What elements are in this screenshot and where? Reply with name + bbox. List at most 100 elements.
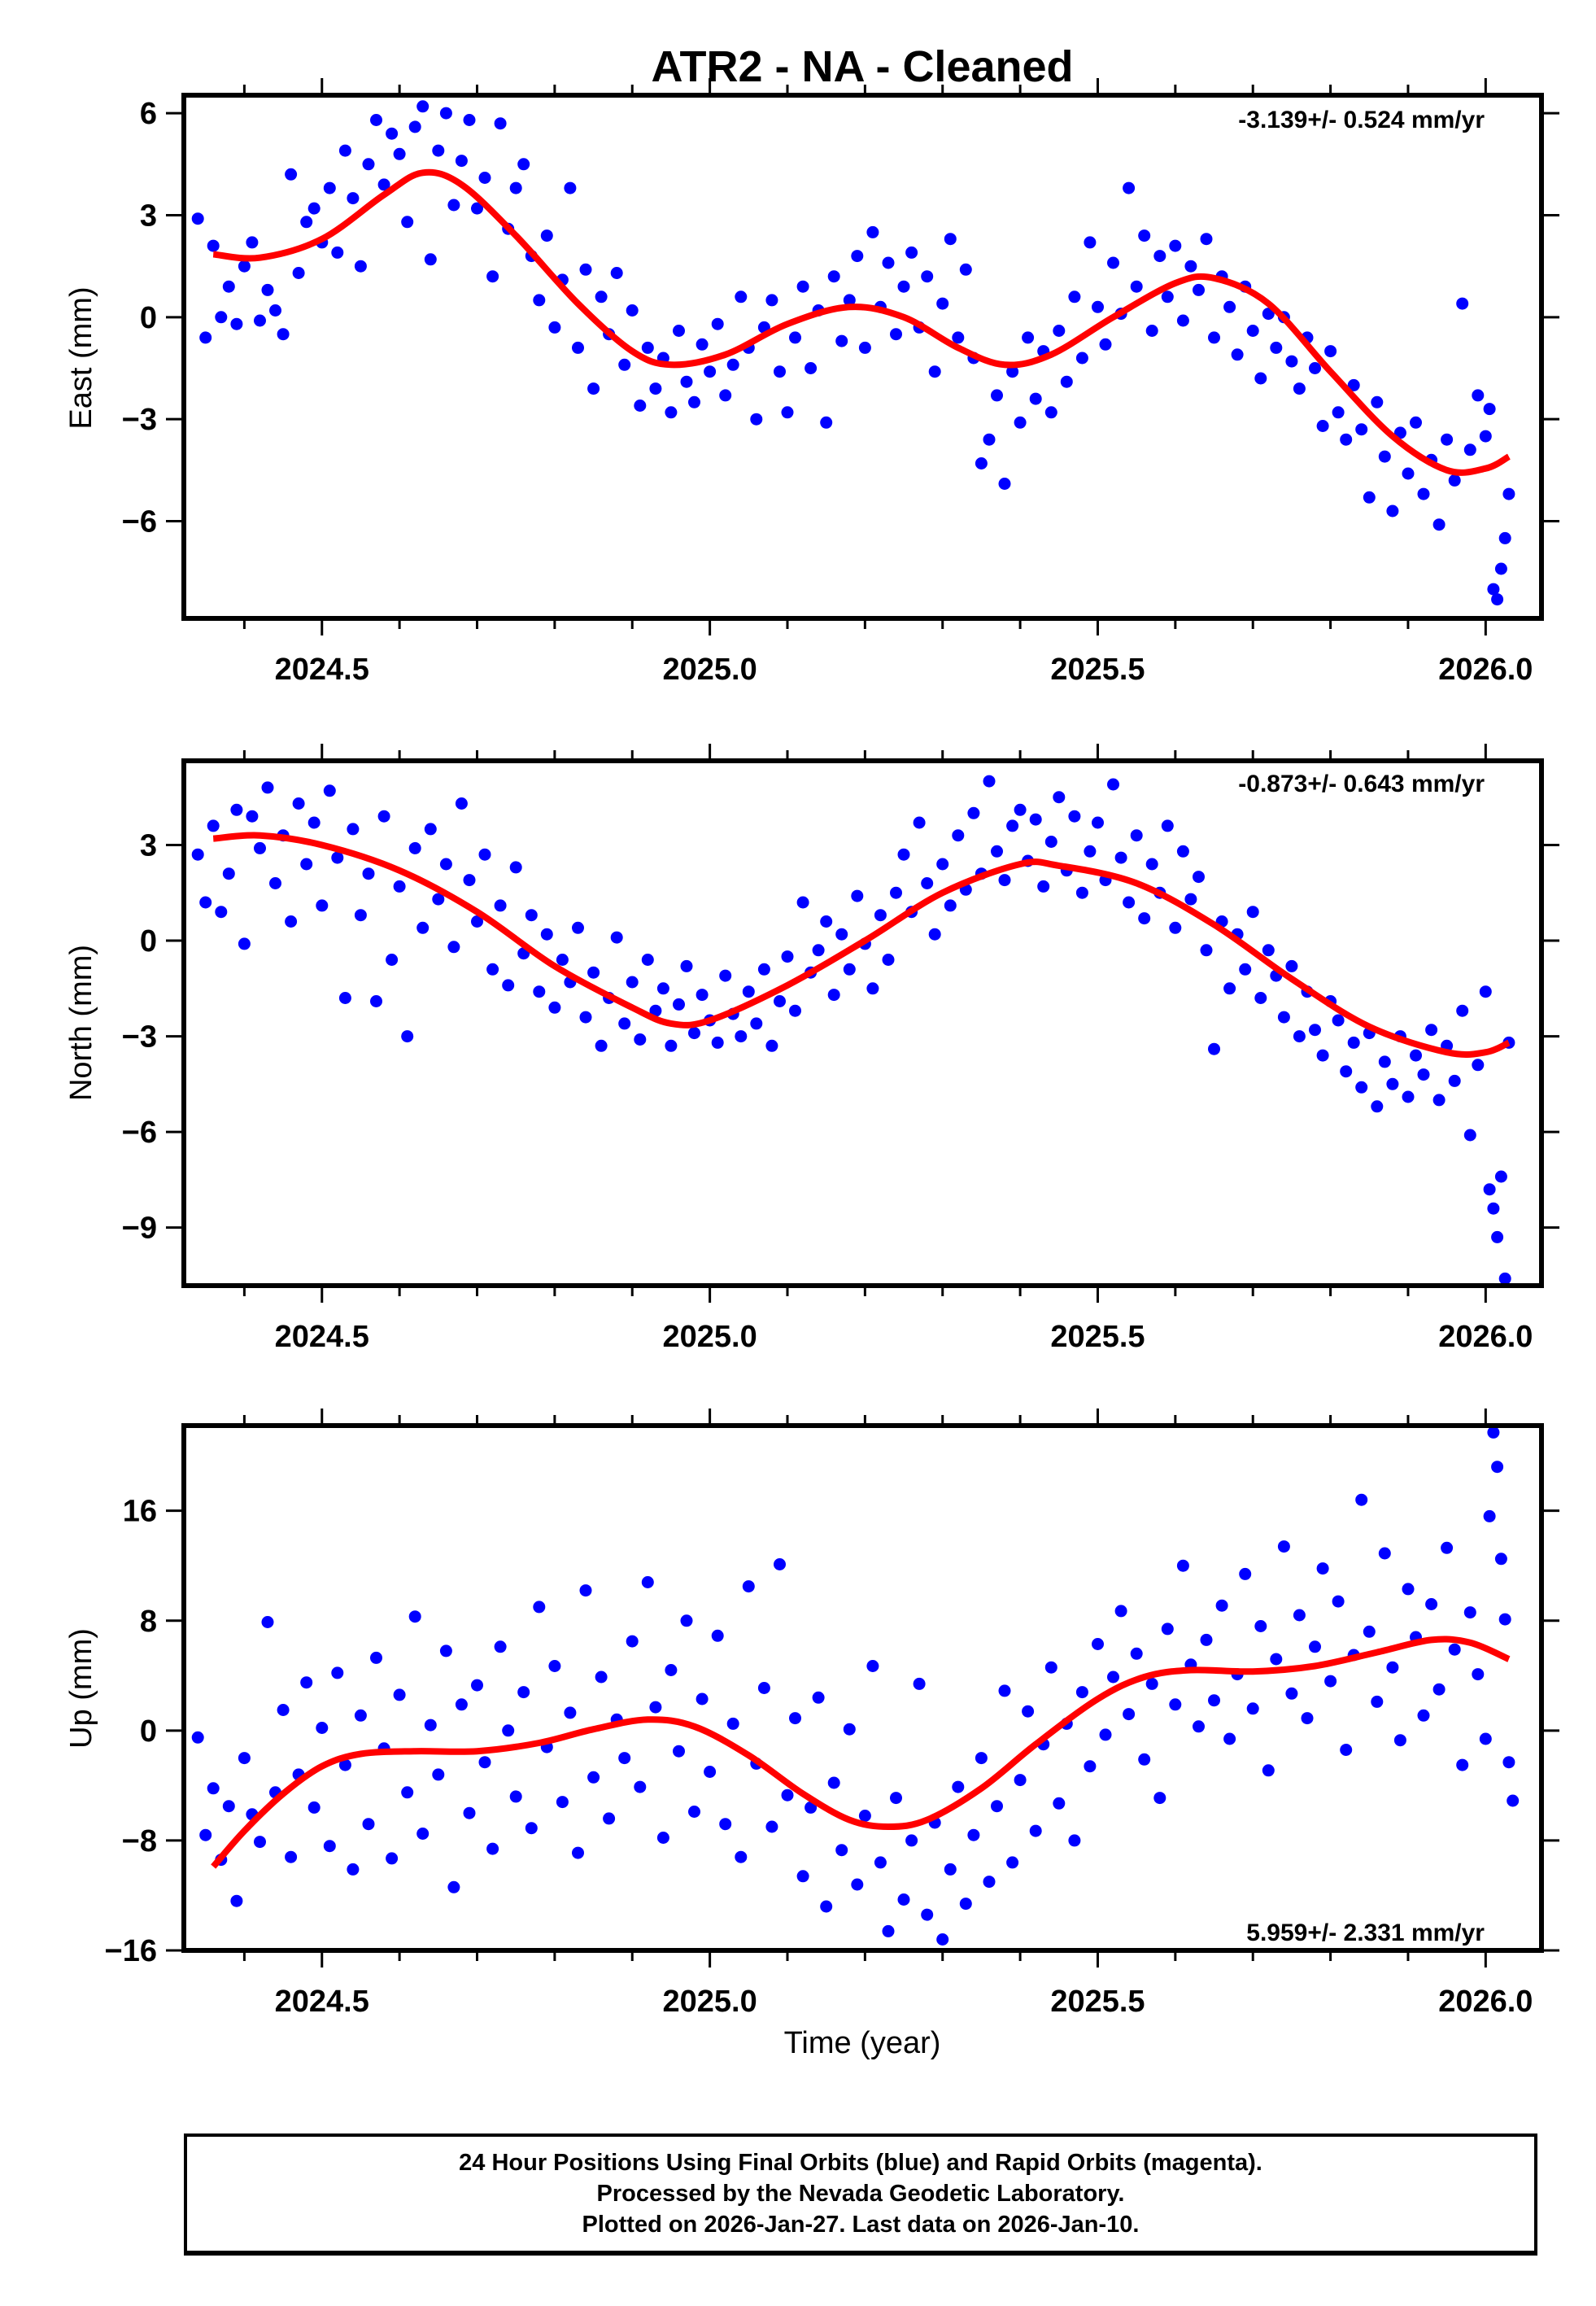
north-data-point [634,1033,647,1046]
up-data-point [261,1616,274,1628]
north-data-point [874,909,887,922]
north-data-point [1285,959,1298,972]
east-data-point [618,358,631,371]
up-data-point [975,1752,988,1765]
up-frame [181,1423,1544,1953]
north-data-point [1432,1094,1446,1107]
east-data-point [1472,389,1485,402]
up-data-point [548,1660,561,1672]
north-data-point [1332,1014,1345,1027]
up-data-point [991,1800,1003,1813]
east-data-point [1084,236,1097,249]
north-data-point [1417,1068,1430,1081]
up-data-point [1491,1461,1504,1474]
east-data-point [610,267,623,279]
north-data-point [843,963,856,976]
east-data-point [1347,378,1360,391]
east-data-point [238,260,251,273]
up-data-point [1107,1671,1119,1684]
north-data-point [641,954,654,966]
north-data-point [447,941,460,954]
up-data-point [805,1801,818,1814]
east-data-point [1169,239,1182,252]
up-data-point [1324,1675,1337,1688]
up-data-point [416,1828,430,1840]
north-data-point [1487,1202,1500,1215]
up-data-point [323,1840,336,1853]
up-data-point [1068,1834,1081,1847]
east-data-point [1340,433,1353,446]
up-data-point [1277,1540,1290,1553]
up-data-point [1208,1694,1220,1707]
north-data-point [408,841,421,854]
north-data-point [696,989,709,1002]
east-data-point [835,334,848,347]
up-data-point [1123,1708,1136,1721]
north-data-point [377,810,390,823]
up-data-point [1378,1547,1391,1560]
up-data-point [905,1834,918,1847]
up-data-point [307,1801,321,1814]
north-data-point [316,899,329,912]
north-data-point [486,963,499,976]
east-data-point [890,328,902,341]
up-data-point [618,1752,631,1765]
north-data-point [1472,1059,1485,1072]
up-data-point [835,1844,848,1857]
north-data-point [595,1039,608,1052]
up-data-point [401,1786,414,1799]
up-data-point [447,1880,460,1893]
east-data-point [1463,443,1476,456]
north-data-point [587,966,600,979]
north-data-point [533,985,546,998]
east-data-point [587,382,600,395]
east-data-point [347,192,360,205]
east-data-point [1502,487,1515,500]
footer-box: 24 Hour Positions Using Final Orbits (bl… [184,2133,1537,2256]
east-data-point [285,168,298,181]
north-data-point [1494,1170,1507,1183]
north-data-point [851,889,864,902]
north-data-point [347,823,360,836]
up-data-point [331,1666,344,1679]
north-data-point [386,954,399,966]
north-data-point [1410,1049,1422,1062]
north-data-point [1092,816,1104,829]
up-data-point [874,1856,887,1869]
up-data-point [1363,1625,1376,1638]
north-data-point [215,906,228,919]
up-data-point [1239,1567,1252,1580]
up-data-point [726,1717,739,1730]
east-data-point [1138,229,1151,242]
north-rate-label: -0.873+/- 0.643 mm/yr [1238,771,1485,797]
up-data-point [696,1692,709,1705]
east-data-point [1270,341,1283,354]
east-y-tick-label: 6 [140,97,157,131]
up-x-tick-label: 2024.5 [275,1985,369,2019]
east-data-point [866,225,879,238]
north-y-tick-label: −3 [122,1020,157,1055]
north-data-point [1029,813,1042,826]
north-data-point [1075,886,1088,899]
north-data-point [230,803,243,816]
east-data-point [331,246,344,259]
east-data-point [540,229,553,242]
north-y-tick-label: −6 [122,1116,157,1150]
east-data-point [921,270,934,283]
north-ylabel: North (mm) [64,945,98,1101]
east-data-point [323,181,336,194]
east-data-point [471,202,483,215]
east-data-point [634,400,647,412]
up-data-point [254,1836,266,1849]
east-data-point [408,120,421,133]
up-data-point [967,1828,980,1841]
north-data-point [991,845,1003,858]
east-data-point [959,263,972,276]
east-data-point [533,294,546,307]
north-data-point [952,829,965,842]
north-data-point [1425,1024,1438,1037]
footer-line-1: 24 Hour Positions Using Final Orbits (bl… [459,2150,1262,2176]
north-data-point [1014,803,1027,816]
east-data-point [246,236,259,249]
east-data-point [897,280,910,293]
